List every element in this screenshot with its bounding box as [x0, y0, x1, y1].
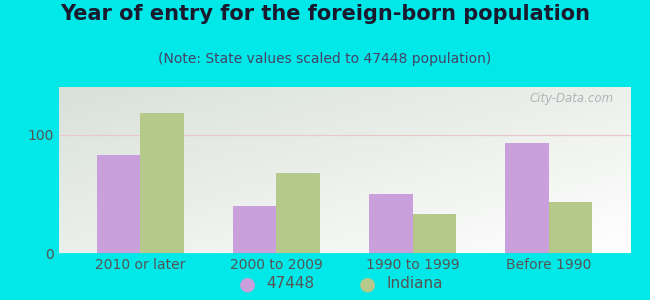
Text: City-Data.com: City-Data.com	[529, 92, 614, 105]
Text: Year of entry for the foreign-born population: Year of entry for the foreign-born popul…	[60, 4, 590, 25]
Bar	[140, 113, 184, 253]
Text: 47448: 47448	[266, 276, 315, 291]
Text: Indiana: Indiana	[387, 276, 443, 291]
Bar	[549, 202, 592, 253]
Bar	[97, 155, 140, 254]
Bar	[413, 214, 456, 254]
Bar	[276, 172, 320, 254]
Text: (Note: State values scaled to 47448 population): (Note: State values scaled to 47448 popu…	[159, 52, 491, 67]
Text: ●: ●	[239, 274, 255, 293]
Text: ●: ●	[359, 274, 376, 293]
Bar	[369, 194, 413, 253]
Bar	[233, 206, 276, 254]
Bar	[505, 143, 549, 254]
